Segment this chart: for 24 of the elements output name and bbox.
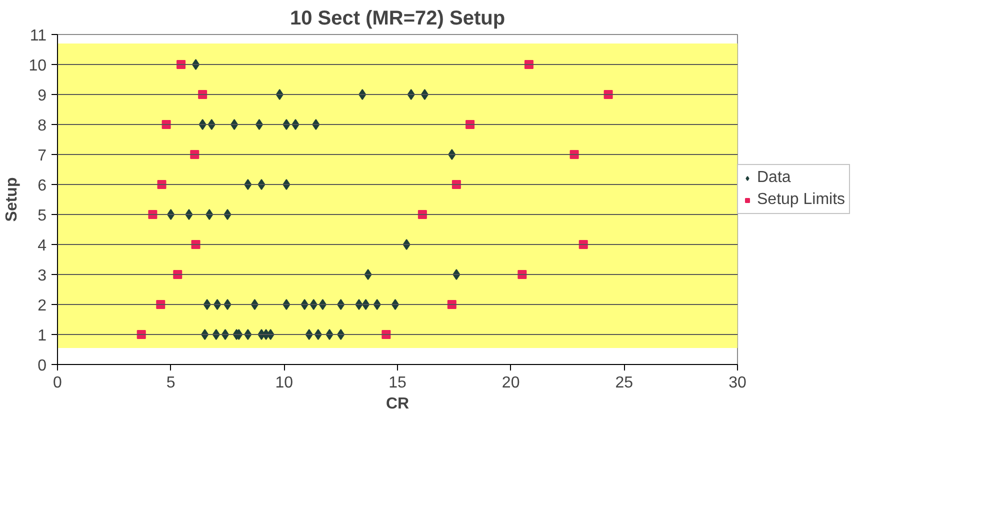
x-tick-label: 15 (388, 374, 406, 392)
x-tick-label: 30 (728, 374, 746, 392)
chart-title: 10 Sect (MR=72) Setup (290, 8, 506, 30)
y-tick-label: 11 (30, 28, 47, 44)
y-axis-title: Setup (4, 177, 21, 222)
y-tick-label: 4 (38, 238, 47, 254)
y-tick-label: 5 (38, 208, 47, 224)
y-tick-label: 3 (38, 268, 47, 284)
y-tick-label: 7 (38, 148, 47, 164)
legend-label: Data (757, 169, 791, 187)
y-tick-label: 0 (38, 358, 47, 374)
y-tick-label: 2 (38, 298, 47, 314)
x-tick-label: 20 (502, 374, 520, 392)
legend-label: Setup Limits (757, 191, 846, 209)
y-tick-label: 1 (38, 328, 47, 344)
x-axis-title: CR (386, 396, 410, 412)
y-tick-label: 9 (38, 88, 47, 104)
x-tick-label: 25 (615, 374, 634, 392)
x-tick-label: 0 (53, 374, 62, 392)
y-tick-label: 6 (38, 178, 47, 194)
x-tick-label: 5 (166, 374, 176, 392)
x-tick-label: 10 (275, 374, 294, 392)
y-tick-label: 8 (38, 118, 47, 134)
y-tick-label: 10 (28, 58, 47, 74)
